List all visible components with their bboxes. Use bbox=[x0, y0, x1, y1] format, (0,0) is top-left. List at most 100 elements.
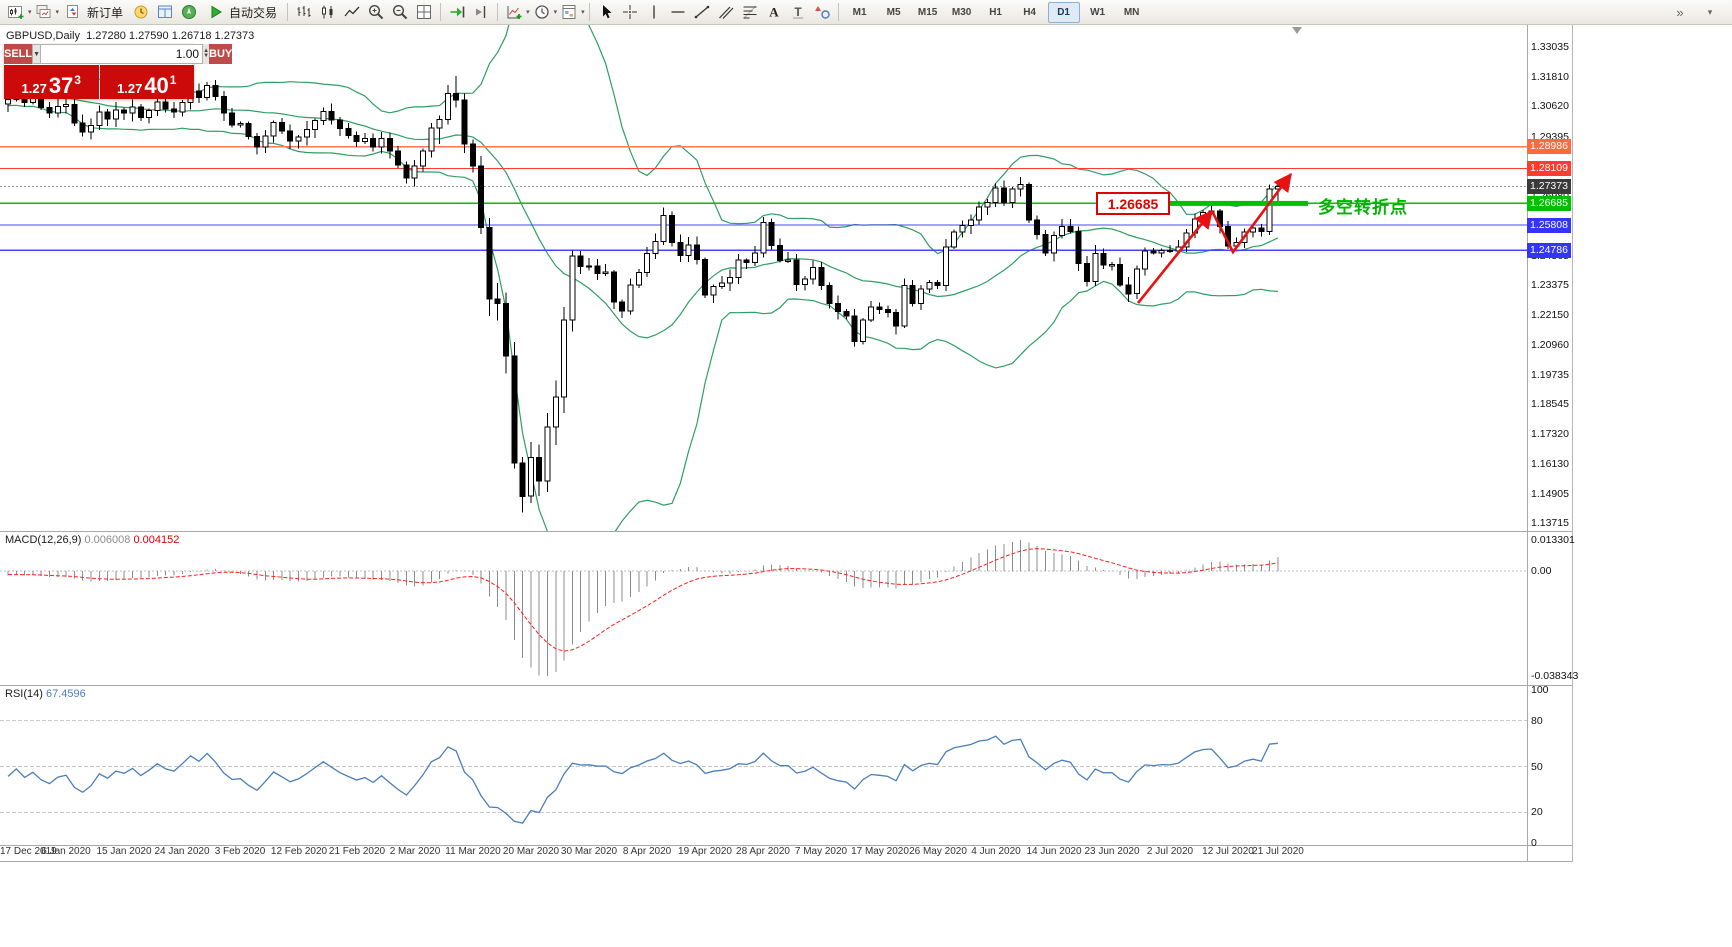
buy-price-point: 1 bbox=[169, 73, 177, 87]
date-label: 8 Apr 2020 bbox=[622, 846, 672, 857]
date-label: 23 Jun 2020 bbox=[1084, 846, 1140, 857]
timeframe-d1-button[interactable]: D1 bbox=[1047, 1, 1080, 23]
navigator-icon[interactable] bbox=[177, 1, 201, 23]
vertical-line-icon[interactable] bbox=[642, 1, 666, 23]
candlestick-chart-icon[interactable] bbox=[316, 1, 340, 23]
timeframe-m5-button[interactable]: M5 bbox=[886, 6, 901, 18]
sell-button[interactable]: SELL bbox=[4, 44, 33, 64]
price-axis-tick: 1.14905 bbox=[1531, 488, 1569, 500]
date-label: 17 Dec 2019 bbox=[0, 846, 57, 857]
buy-button[interactable]: BUY bbox=[209, 44, 233, 64]
templates-dropdown-icon[interactable]: ▾ bbox=[581, 9, 585, 16]
chart-shift-icon[interactable] bbox=[469, 1, 493, 23]
rsi-axis-80: 80 bbox=[1531, 715, 1543, 727]
price-chart-canvas[interactable] bbox=[0, 25, 1527, 531]
buy-price-button[interactable]: 1.27 40 1 bbox=[99, 65, 194, 99]
date-label: 21 Jul 2020 bbox=[1252, 846, 1304, 857]
sell-price-point: 3 bbox=[74, 73, 81, 87]
horizontal-line-icon[interactable] bbox=[666, 1, 690, 23]
date-label: 6 Jan 2020 bbox=[41, 846, 91, 857]
price-axis-tick: 1.23375 bbox=[1531, 279, 1569, 291]
turning-point-label[interactable]: 多空转折点 bbox=[1318, 198, 1408, 217]
indicators-icon[interactable] bbox=[502, 1, 526, 23]
price-tag-1.28986: 1.28986 bbox=[1527, 139, 1571, 154]
price-axis-tick: 1.16130 bbox=[1531, 458, 1569, 470]
profiles-dropdown-icon[interactable]: ▾ bbox=[55, 9, 60, 16]
toolbar-separator bbox=[837, 3, 839, 21]
lot-decrease-icon[interactable]: ▼ bbox=[203, 53, 210, 59]
periods-icon[interactable] bbox=[530, 1, 554, 23]
timeframe-w1-button[interactable]: W1 bbox=[1090, 6, 1106, 18]
macd-signal-value: 0.004152 bbox=[133, 534, 180, 546]
text-icon[interactable]: A bbox=[762, 1, 786, 23]
bollinger-middle-band bbox=[7, 91, 1279, 339]
sell-price-prefix: 1.27 bbox=[21, 80, 47, 96]
toolbar-separator bbox=[588, 3, 590, 21]
lot-increase-icon[interactable]: ▲ bbox=[203, 48, 210, 54]
autotrading-button[interactable]: 自动交易 bbox=[201, 1, 283, 23]
zoom-in-icon[interactable] bbox=[364, 1, 388, 23]
data-window-icon[interactable] bbox=[153, 1, 177, 23]
lot-stepper[interactable]: ▲ ▼ bbox=[202, 44, 210, 64]
timeframe-h1-button[interactable]: H1 bbox=[989, 6, 1002, 18]
timeframe-m1-button[interactable]: M1 bbox=[852, 6, 867, 18]
trendline-icon[interactable] bbox=[690, 1, 714, 23]
tile-windows-icon[interactable] bbox=[412, 1, 436, 23]
new-order-button[interactable]: 新订单 bbox=[59, 1, 129, 23]
macd-signal-line bbox=[7, 548, 1278, 652]
rsi-name: RSI(14) bbox=[5, 688, 43, 700]
price-axis-tick: 1.31810 bbox=[1531, 71, 1569, 83]
lot-dropdown-button[interactable]: ▼ bbox=[32, 44, 42, 64]
text-label-icon[interactable]: T bbox=[786, 1, 810, 23]
timeframe-h4-button[interactable]: H4 bbox=[1023, 6, 1036, 18]
rsi-panel-canvas[interactable] bbox=[0, 686, 1527, 845]
toolbar: ▾ ▾ 新订单 自动交易 ▾ bbox=[0, 0, 1732, 25]
timeframe-m30-button[interactable]: M30 bbox=[951, 6, 972, 18]
indicators-dropdown-icon[interactable]: ▾ bbox=[526, 9, 530, 16]
price-tag-1.24786: 1.24786 bbox=[1527, 243, 1571, 258]
macd-axis-max: 0.013301 bbox=[1531, 534, 1575, 546]
bar-chart-icon[interactable] bbox=[292, 1, 316, 23]
macd-panel-canvas[interactable] bbox=[0, 532, 1527, 684]
crosshair-icon[interactable] bbox=[618, 1, 642, 23]
panel-divider[interactable] bbox=[0, 531, 1572, 532]
price-axis-border bbox=[1527, 25, 1528, 862]
toolbar-separator bbox=[497, 3, 499, 21]
toolbar-overflow-icon[interactable]: » bbox=[1676, 4, 1684, 20]
fibonacci-icon[interactable] bbox=[738, 1, 762, 23]
templates-icon[interactable] bbox=[557, 1, 581, 23]
timeframe-m15-button[interactable]: M15 bbox=[917, 6, 938, 18]
lot-size-input[interactable] bbox=[41, 45, 203, 63]
candlesticks bbox=[5, 75, 1281, 513]
profiles-icon[interactable] bbox=[32, 1, 56, 23]
one-click-trading-widget: SELL ▼ ▲▼ BUY 1.27 37 3 1.27 40 1 bbox=[4, 44, 233, 99]
panel-divider[interactable] bbox=[0, 685, 1572, 686]
chart-window-bottom-border bbox=[0, 861, 1572, 862]
chart-shift-marker[interactable] bbox=[1292, 27, 1302, 34]
trend-arrow[interactable] bbox=[1210, 172, 1293, 255]
timeframe-group: M1 M5 M15 M30 H1 H4 D1 W1 MN bbox=[843, 1, 1149, 23]
shapes-icon[interactable] bbox=[810, 1, 834, 23]
market-watch-icon[interactable] bbox=[129, 1, 153, 23]
svg-text:T: T bbox=[794, 5, 802, 19]
chart-symbol-ohlc: GBPUSD,Daily 1.27280 1.27590 1.26718 1.2… bbox=[6, 30, 255, 42]
macd-main-value: 0.006008 bbox=[84, 534, 131, 546]
thick-level-segment[interactable] bbox=[1168, 200, 1308, 206]
new-chart-icon[interactable] bbox=[4, 1, 28, 23]
trend-arrow[interactable] bbox=[1136, 209, 1214, 304]
sell-price-button[interactable]: 1.27 37 3 bbox=[4, 65, 99, 99]
price-axis-tick: 1.18545 bbox=[1531, 398, 1569, 410]
new-chart-dropdown-icon[interactable]: ▾ bbox=[28, 9, 32, 16]
toolbar-customize-icon[interactable]: ▾ bbox=[1707, 6, 1713, 17]
periods-dropdown-icon[interactable]: ▾ bbox=[553, 9, 558, 16]
channel-icon[interactable] bbox=[714, 1, 738, 23]
level-price-annotation[interactable]: 1.26685 bbox=[1096, 192, 1170, 215]
line-chart-icon[interactable] bbox=[340, 1, 364, 23]
zoom-out-icon[interactable] bbox=[388, 1, 412, 23]
timeframe-mn-button[interactable]: MN bbox=[1123, 6, 1140, 18]
date-label: 26 May 2020 bbox=[909, 846, 967, 857]
cursor-icon[interactable] bbox=[594, 1, 618, 23]
autoscroll-icon[interactable] bbox=[445, 1, 469, 23]
date-label: 11 Mar 2020 bbox=[445, 846, 501, 857]
autotrading-play-icon bbox=[211, 5, 223, 19]
